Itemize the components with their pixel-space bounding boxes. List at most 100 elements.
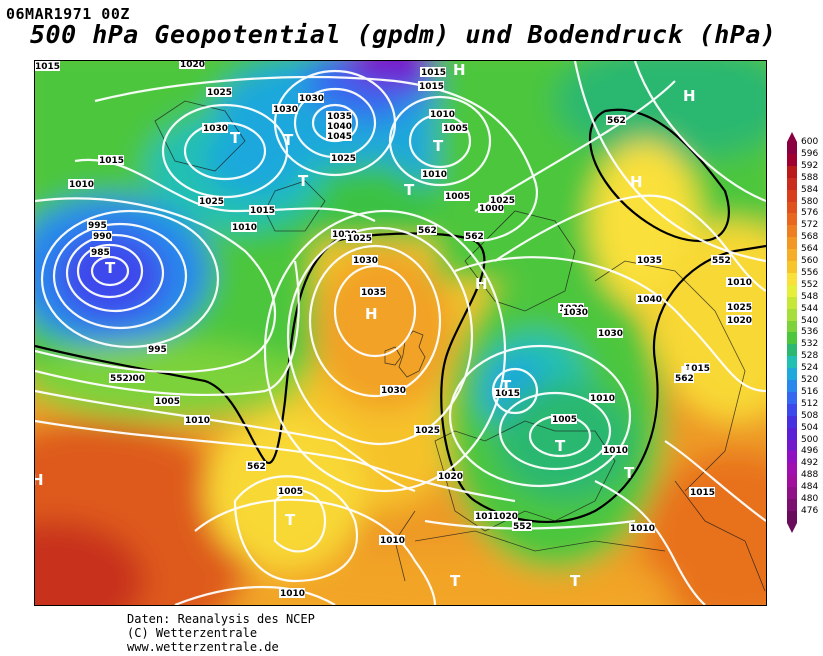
- height-label: 562: [247, 462, 266, 472]
- low-pressure-center: T: [404, 181, 415, 199]
- isobar-label: 1010: [422, 170, 447, 180]
- isobar-label: 990: [93, 232, 112, 242]
- isobar-label-bg: [92, 231, 112, 241]
- isobar-label: 1010: [185, 416, 210, 426]
- isobar-label: 1015: [685, 364, 710, 374]
- weather-map: 1015 1020 1025 1030 1030 1030 1015 1015 1010 1005…: [34, 60, 767, 606]
- low-pressure-center: T: [501, 377, 512, 395]
- isobar-label-bg: [206, 87, 232, 97]
- isobar-label: 1015: [35, 62, 60, 72]
- credit-data-source: Daten: Reanalysis des NCEP: [127, 612, 315, 626]
- height-label: 552: [513, 522, 532, 532]
- isobar-label: 1025: [199, 197, 224, 207]
- low-pressure-center: T: [230, 129, 241, 147]
- isobar-label: 1015: [99, 156, 124, 166]
- isobar-label-bg: [492, 511, 518, 521]
- isobar-label: 1010: [727, 278, 752, 288]
- isobar-label: 1015: [475, 512, 500, 522]
- isobar-label: 1030: [353, 256, 378, 266]
- isobar-label-bg: [35, 61, 60, 71]
- height-label-bg: [109, 373, 129, 383]
- legend-swatch: [787, 499, 797, 512]
- isobar-label-bg: [184, 415, 210, 425]
- height-label: 562: [465, 232, 484, 242]
- high-pressure-center: H: [365, 305, 378, 323]
- isobar-label-bg: [87, 220, 107, 230]
- legend-label: 512: [801, 398, 819, 409]
- legend-label: 564: [801, 244, 819, 255]
- isobar-label: 1025: [207, 88, 232, 98]
- legend-label: 504: [801, 422, 819, 433]
- isobar-label-bg: [420, 67, 446, 77]
- legend-swatch: [787, 153, 797, 167]
- isobar-label-bg: [597, 328, 623, 338]
- isobar-label: 1025: [727, 303, 752, 313]
- legend-swatch: [787, 415, 797, 429]
- low-pressure-center: T: [570, 572, 581, 590]
- isobar-label: 1030: [203, 124, 228, 134]
- isobar-label: 1030: [381, 386, 406, 396]
- legend-label: 540: [801, 315, 819, 326]
- low-pressure-center: T: [624, 464, 635, 482]
- isobar-label: 1005: [552, 415, 577, 425]
- legend-swatch: [787, 177, 797, 191]
- legend-swatch: [787, 344, 797, 357]
- isobar-label: 1025: [331, 154, 356, 164]
- legend-label: 576: [801, 208, 819, 219]
- isobar-label: 985: [91, 248, 110, 258]
- legend-label: 596: [801, 148, 819, 159]
- legend-swatch: [787, 403, 797, 417]
- isobar-label-bg: [68, 179, 94, 189]
- isobar-label: 1010: [630, 524, 655, 534]
- isobar-label: 1020: [438, 472, 463, 482]
- isobar-label: 1025: [415, 426, 440, 436]
- isobar-label: 1015: [421, 68, 446, 78]
- isobar-label: 1000: [479, 204, 504, 214]
- legend-label: 592: [801, 160, 819, 171]
- isobar-label: 1015: [690, 488, 715, 498]
- isobar-label-bg: [98, 155, 124, 165]
- isobar-label: 1035: [327, 112, 352, 122]
- isobar-label: 1015: [419, 82, 444, 92]
- legend-swatch: [787, 332, 797, 345]
- isobar-label: 1010: [232, 223, 257, 233]
- isobar-label-bg: [231, 222, 257, 232]
- legend-swatch: [787, 261, 797, 274]
- legend-label: 588: [801, 172, 819, 183]
- isobar-label-bg: [684, 363, 710, 373]
- isobar-label: 1030: [299, 94, 324, 104]
- legend-label: 488: [801, 470, 819, 481]
- height-label: 562: [675, 374, 694, 384]
- isobar-label: 1035: [637, 256, 662, 266]
- height-label: 562: [418, 226, 437, 236]
- legend-swatch: [787, 165, 797, 179]
- chart-title: 500 hPa Geopotential (gpdm) und Bodendru…: [30, 20, 777, 49]
- high-pressure-center: H: [453, 61, 466, 79]
- isobar-label-bg: [330, 153, 356, 163]
- isobar-label-bg: [726, 302, 752, 312]
- isobar-label-bg: [179, 61, 205, 69]
- low-pressure-center: T: [433, 137, 444, 155]
- isobar-label-bg: [360, 287, 386, 297]
- height-label-bg: [512, 521, 532, 531]
- height-label: 562: [607, 116, 626, 126]
- legend-swatch: [787, 320, 797, 333]
- low-pressure-center: T: [283, 131, 294, 149]
- legend-swatch: [787, 487, 797, 500]
- isobar-label-bg: [478, 203, 504, 213]
- isobar-label-bg: [298, 93, 324, 103]
- isobar-label-bg: [489, 195, 515, 205]
- isobar-label-bg: [379, 535, 405, 545]
- isobar-label-bg: [418, 81, 444, 91]
- legend-min-arrow: [787, 522, 797, 533]
- legend-swatch: [787, 475, 797, 488]
- isobar-label: 1005: [155, 397, 180, 407]
- isobar-label-bg: [442, 123, 468, 133]
- credit-url: www.wetterzentrale.de: [127, 640, 279, 654]
- legend-label: 536: [801, 327, 819, 338]
- isobar-label-bg: [562, 307, 588, 317]
- isobar-label: 1005: [445, 192, 470, 202]
- legend-label: 572: [801, 220, 819, 231]
- coastlines: [154, 100, 766, 592]
- legend-label: 556: [801, 267, 819, 278]
